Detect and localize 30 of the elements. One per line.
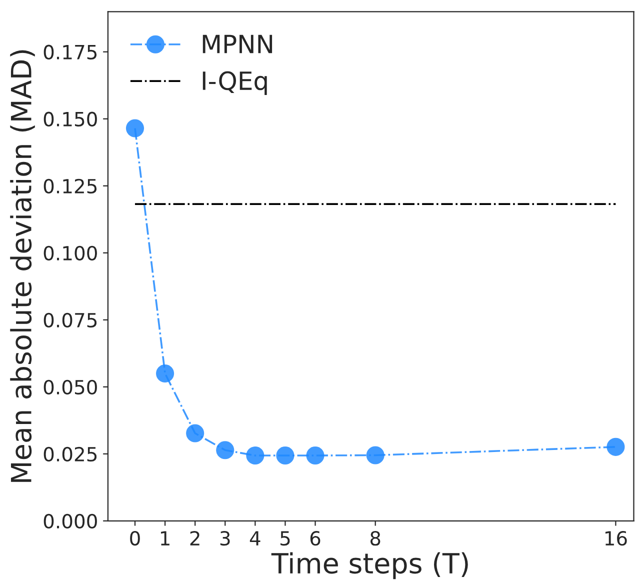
x-tick-label: 8 [370,530,380,546]
x-tick-label: 16 [605,530,627,546]
point [156,364,174,383]
y-tick-label: 0.175 [44,44,97,60]
x-tick-label: 5 [280,531,290,546]
point [276,446,294,465]
legend-label: I-QEq [202,71,267,96]
y-axis-title: Mean absolute deviation (MAD) [10,50,35,482]
x-tick-label: 1 [160,531,170,546]
x-tick-label: 2 [190,530,200,546]
x-tick-label: 6 [310,530,320,546]
y-tick-label: 0.050 [44,380,97,395]
y-tick-label: 0.100 [44,246,97,261]
point [246,446,264,465]
y-tick-label: 0.025 [44,446,97,462]
y-tick-label: 0.000 [44,514,97,529]
x-tick-label: 3 [220,530,230,546]
legend-label: MPNN [202,34,272,54]
y-tick-label: 0.150 [44,112,97,127]
point [186,424,204,442]
y-tick-label: 0.075 [44,312,97,328]
point [306,446,324,465]
point [126,119,144,138]
y-tick-label: 0.125 [44,178,97,194]
point [216,441,234,460]
x-tick-label: 4 [250,531,260,546]
x-axis-title: Time steps (T) [271,552,468,580]
x-tick-label: 0 [130,530,140,546]
point [606,438,625,456]
point [366,446,384,464]
